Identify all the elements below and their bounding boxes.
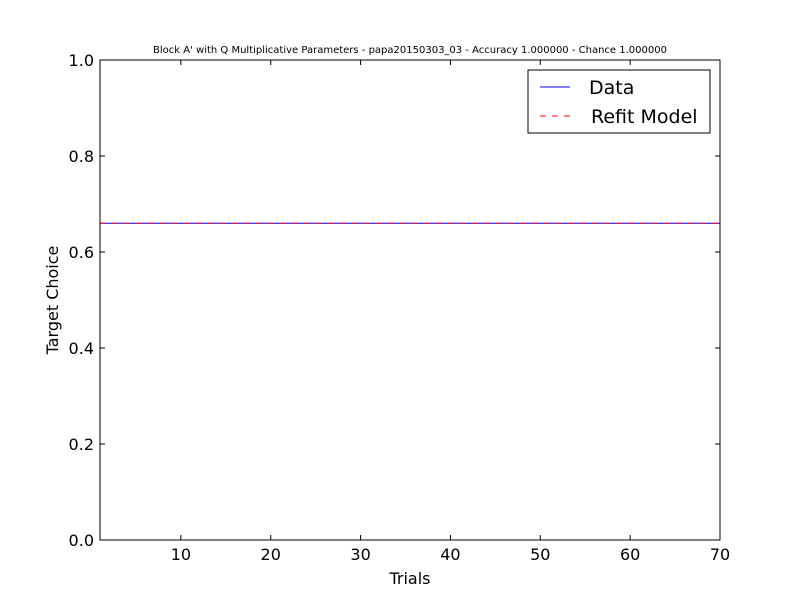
chart-title: Block A' with Q Multiplicative Parameter…: [153, 45, 667, 56]
x-tick-label: 20: [261, 545, 281, 564]
x-tick-label: 50: [530, 545, 550, 564]
y-tick-label: 0.6: [69, 243, 94, 262]
legend-label: Refit Model: [591, 106, 698, 128]
legend: Data Refit Model: [527, 69, 711, 134]
x-axis-label: Trials: [388, 569, 430, 588]
x-tick-label: 10: [171, 545, 191, 564]
y-tick-label: 0.0: [69, 531, 94, 550]
legend-box: [527, 69, 711, 134]
plot-frame: [99, 59, 721, 541]
legend-label: Data: [589, 77, 634, 99]
y-tick-label: 0.4: [69, 339, 94, 358]
x-tick-label: 60: [620, 545, 640, 564]
y-tick-label: 0.2: [69, 435, 94, 454]
y-tick-label: 1.0: [69, 51, 94, 70]
y-tick-label: 0.8: [69, 147, 94, 166]
y-axis: 0.0 0.2 0.4 0.6 0.8 1.0: [69, 51, 720, 550]
x-tick-label: 40: [440, 545, 460, 564]
x-tick-label: 30: [350, 545, 370, 564]
x-axis: 10 20 30 40 50 60 70: [171, 60, 730, 564]
y-axis-label: Target Choice: [43, 246, 62, 356]
x-tick-label: 70: [710, 545, 730, 564]
